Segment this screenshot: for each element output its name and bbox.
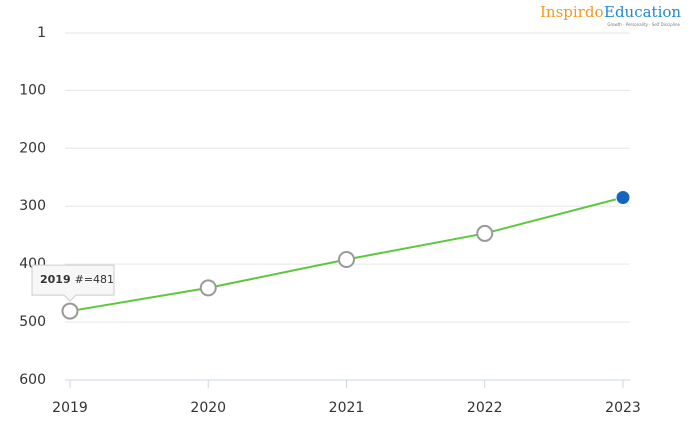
point bbox=[199, 279, 217, 297]
point bbox=[476, 224, 494, 242]
x-tick-label: 2021 bbox=[329, 400, 365, 416]
y-tick-label: 600 bbox=[19, 372, 46, 388]
tooltip-label: #=481 bbox=[75, 273, 114, 286]
x-tick-label: 2020 bbox=[190, 400, 226, 416]
logo-brand: Inspirdo bbox=[540, 3, 604, 21]
logo-tagline: Growth - Personality - Self Discipline bbox=[607, 22, 680, 27]
point bbox=[338, 251, 355, 269]
x-tick-label: 2023 bbox=[605, 400, 641, 416]
y-tick-label: 1 bbox=[37, 25, 46, 41]
tooltip-x: 2019 bbox=[40, 273, 71, 286]
point bbox=[615, 190, 631, 206]
tooltip-box bbox=[31, 264, 115, 302]
y-tick-label: 200 bbox=[19, 140, 46, 156]
y-tick-label: 100 bbox=[19, 82, 46, 98]
tooltip: 2019 #=481 bbox=[31, 264, 115, 302]
x-tick-label: 2022 bbox=[467, 400, 503, 416]
x-tick-label: 2019 bbox=[52, 400, 88, 416]
y-tick-label: 300 bbox=[19, 198, 46, 214]
tooltip-text: 2019 #=481 bbox=[40, 273, 114, 286]
logo-brand-rest: Education bbox=[604, 3, 681, 21]
y-tick-label: 500 bbox=[19, 314, 46, 330]
point bbox=[61, 302, 79, 320]
